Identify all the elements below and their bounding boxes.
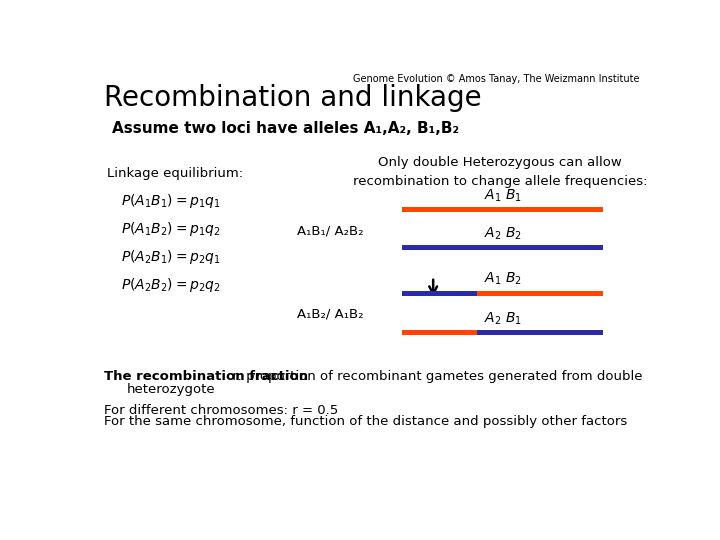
Text: The recombination fraction: The recombination fraction <box>104 370 308 383</box>
Text: r: proportion of recombinant gametes generated from double: r: proportion of recombinant gametes gen… <box>228 370 642 383</box>
Text: Assume two loci have alleles A₁,A₂, B₁,B₂: Assume two loci have alleles A₁,A₂, B₁,B… <box>112 121 459 136</box>
Text: $A_2\ B_2$: $A_2\ B_2$ <box>484 225 522 241</box>
Text: $A_1\ B_2$: $A_1\ B_2$ <box>484 271 522 287</box>
Text: recombination to change allele frequencies:: recombination to change allele frequenci… <box>353 175 647 188</box>
Text: heterozygote: heterozygote <box>126 383 215 396</box>
Text: A₁B₂/ A₁B₂: A₁B₂/ A₁B₂ <box>297 308 363 321</box>
Bar <box>402 330 477 335</box>
Bar <box>477 330 603 335</box>
Bar <box>402 245 603 250</box>
Text: $P(A_1B_2) = p_1q_2$: $P(A_1B_2) = p_1q_2$ <box>121 220 220 238</box>
Text: For different chromosomes: r = 0.5: For different chromosomes: r = 0.5 <box>104 404 338 417</box>
Text: $A_1\ B_1$: $A_1\ B_1$ <box>484 188 522 204</box>
Text: Only double Heterozygous can allow: Only double Heterozygous can allow <box>378 156 622 169</box>
Text: $P(A_2B_1) = p_2q_1$: $P(A_2B_1) = p_2q_1$ <box>121 248 220 266</box>
Bar <box>402 207 603 212</box>
Text: For the same chromosome, function of the distance and possibly other factors: For the same chromosome, function of the… <box>104 415 627 428</box>
Text: $P(A_1B_1) = p_1q_1$: $P(A_1B_1) = p_1q_1$ <box>121 192 220 210</box>
Text: $P(A_2B_2) = p_2q_2$: $P(A_2B_2) = p_2q_2$ <box>121 276 220 294</box>
Text: A₁B₁/ A₂B₂: A₁B₁/ A₂B₂ <box>297 225 363 238</box>
Text: Genome Evolution © Amos Tanay, The Weizmann Institute: Genome Evolution © Amos Tanay, The Weizm… <box>353 74 639 84</box>
Text: Recombination and linkage: Recombination and linkage <box>104 84 482 112</box>
Text: Linkage equilibrium:: Linkage equilibrium: <box>107 167 243 180</box>
Bar <box>477 291 603 295</box>
Text: $A_2\ B_1$: $A_2\ B_1$ <box>484 310 522 327</box>
Bar <box>402 291 477 295</box>
